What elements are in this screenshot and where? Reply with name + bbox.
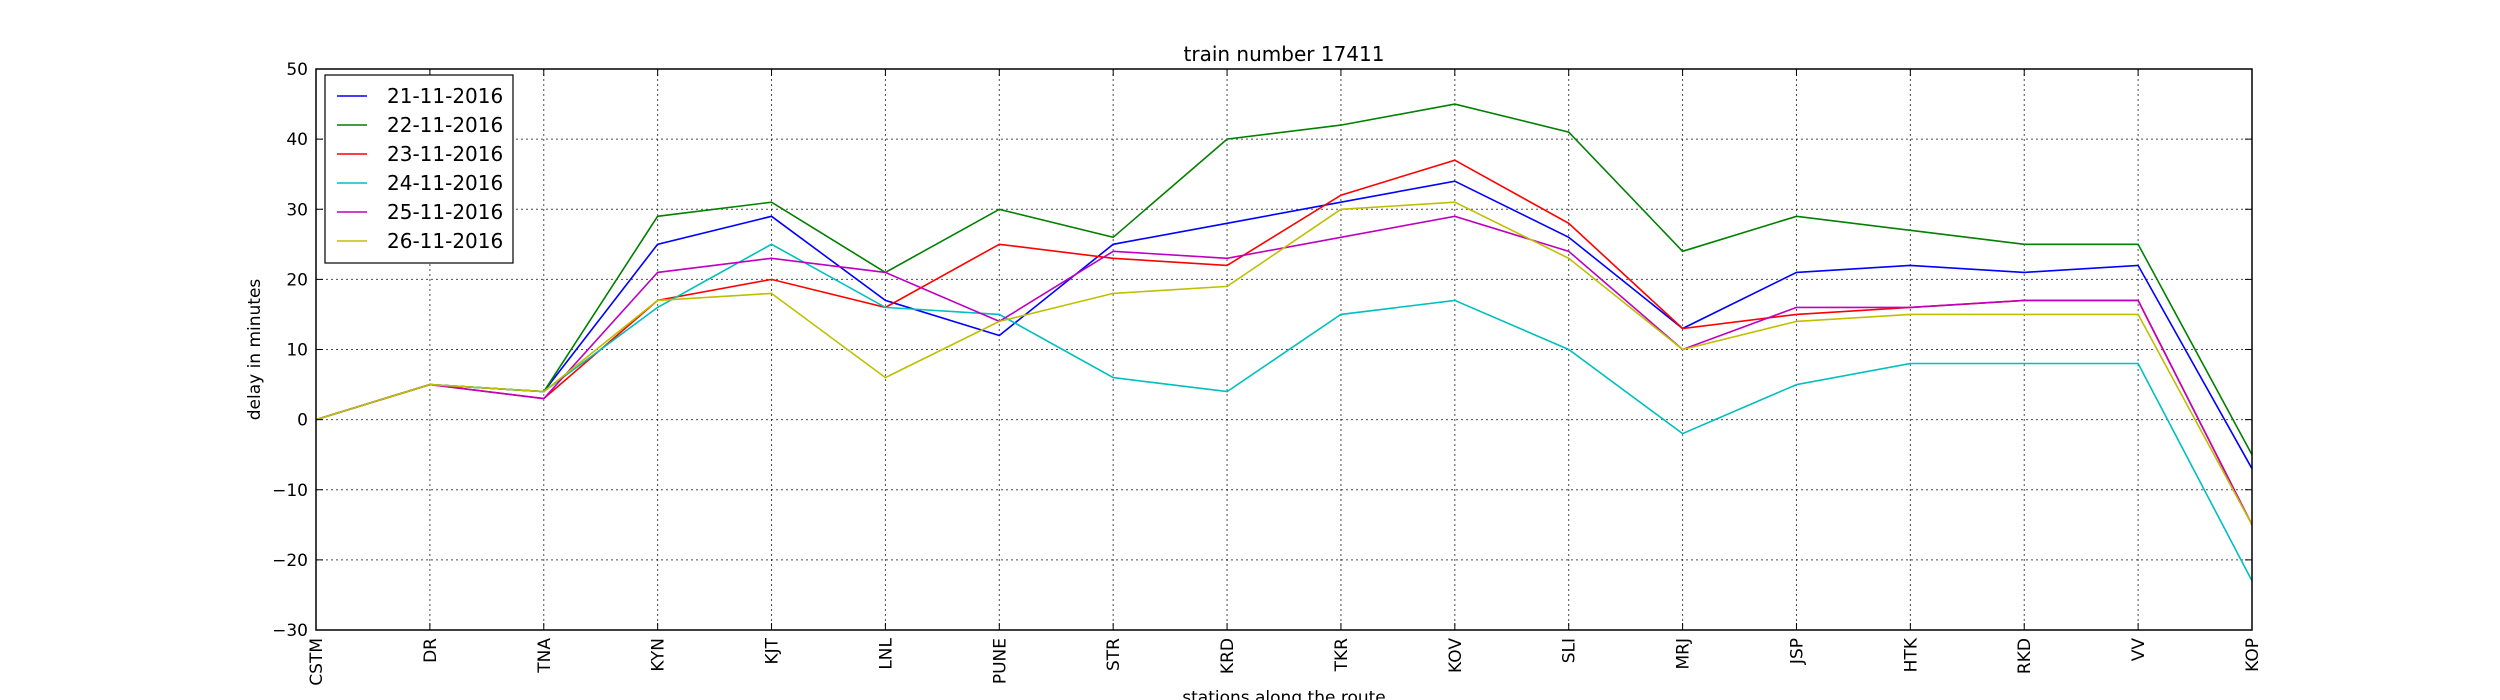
series-line: [315, 180, 2253, 470]
tick-layer: −30 −20 −10 0 10 20 30 40 50 CSTM DR TNA KYN KJT LNL PU…: [272, 60, 2263, 686]
x-tick-label: VV: [2129, 638, 2149, 662]
x-tick-label: KJT: [763, 637, 783, 664]
x-tick-label: TKR: [1332, 638, 1352, 673]
legend-label: 21-11-2016: [387, 84, 503, 108]
legend-label: 23-11-2016: [387, 142, 503, 166]
legend: 21-11-2016 22-11-2016 23-11-2016 24-11-2016…: [324, 74, 514, 264]
x-tick-label: KOP: [2243, 638, 2263, 672]
x-tick-label: JSP: [1787, 638, 1807, 665]
chart-title: train number 17411: [1184, 42, 1385, 66]
y-tick-label: 0: [297, 411, 308, 431]
legend-box: [324, 74, 514, 264]
series-line: [315, 159, 2253, 526]
y-tick-label: 20: [286, 270, 308, 290]
legend-label: 22-11-2016: [387, 113, 503, 137]
x-tick-label: PUNE: [990, 638, 1010, 684]
y-tick-label: 10: [286, 341, 308, 361]
x-axis-title: stations along the route: [1182, 688, 1386, 700]
x-tick-label: LNL: [876, 637, 896, 669]
y-tick-label: 50: [286, 60, 308, 80]
x-tick-label: DR: [421, 638, 441, 663]
y-tick-label: −10: [272, 481, 308, 501]
x-tick-label: HTK: [1901, 637, 1921, 672]
x-tick-label: KOV: [1446, 638, 1466, 673]
series-layer: [315, 103, 2253, 582]
series-line: [315, 243, 2253, 582]
x-tick-label: STR: [1104, 638, 1124, 671]
y-tick-label: 30: [286, 200, 308, 220]
x-tick-label: KRD: [1218, 638, 1238, 674]
x-tick-label: TNA: [535, 638, 555, 674]
x-tick-label: RKD: [2015, 638, 2035, 674]
legend-label: 25-11-2016: [387, 200, 503, 224]
x-tick-label: SLI: [1560, 638, 1580, 663]
legend-label: 24-11-2016: [387, 171, 503, 195]
y-tick-label: 40: [286, 130, 308, 150]
y-tick-label: −20: [272, 551, 308, 571]
x-tick-label: CSTM: [307, 638, 327, 686]
y-tick-label: −30: [272, 621, 308, 641]
series-line: [315, 201, 2253, 526]
grid-layer: [315, 68, 2253, 631]
x-tick-label: MRJ: [1674, 638, 1694, 670]
legend-label: 26-11-2016: [387, 229, 503, 253]
series-line: [315, 215, 2253, 526]
y-axis-title: delay in minutes: [245, 279, 265, 421]
x-tick-label: KYN: [649, 638, 669, 672]
series-line: [315, 103, 2253, 456]
